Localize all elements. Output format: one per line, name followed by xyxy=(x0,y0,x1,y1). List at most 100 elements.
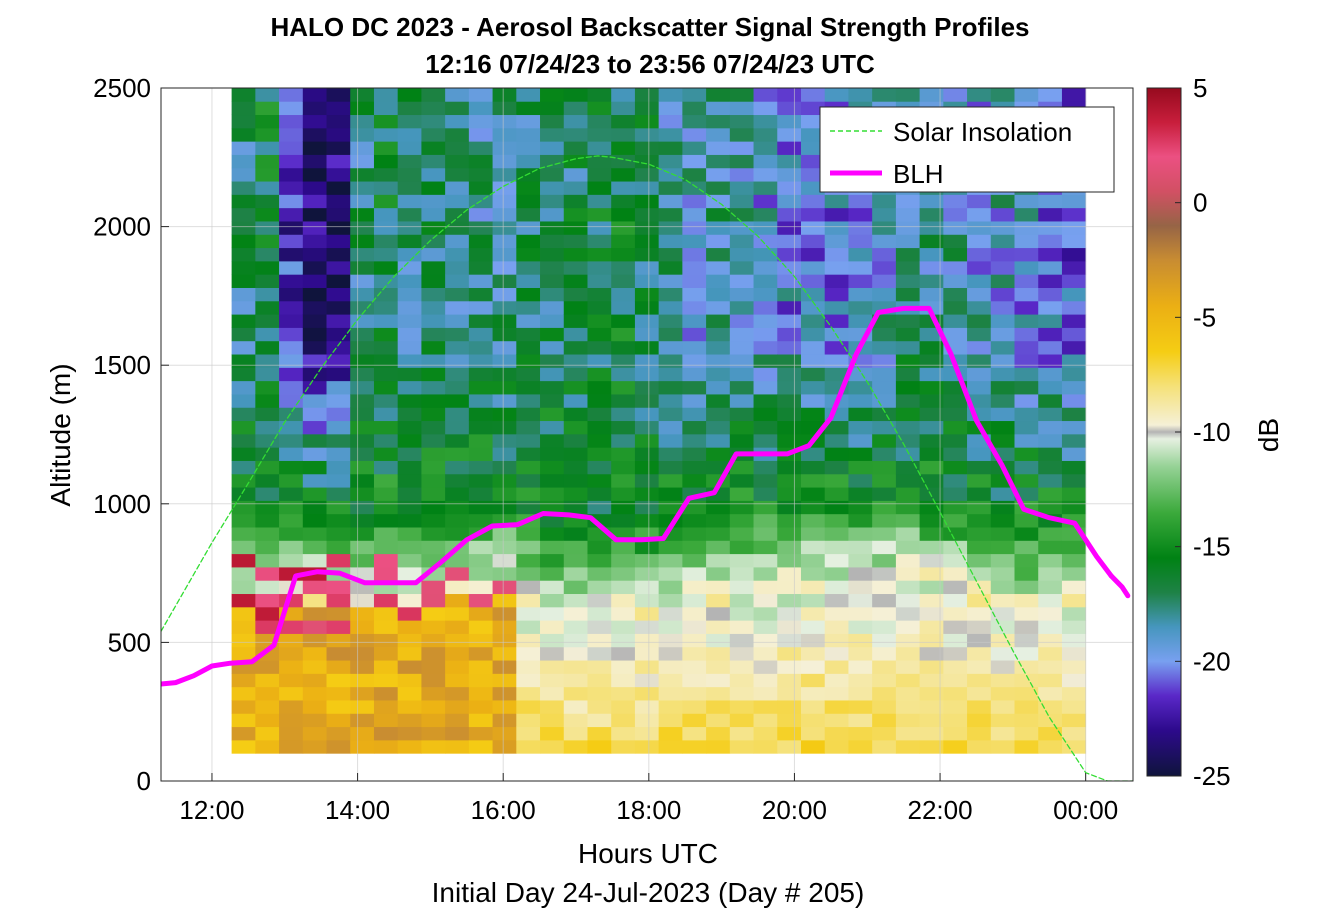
heatmap-cell xyxy=(587,646,612,661)
heatmap-cell xyxy=(753,700,778,714)
heatmap-cell xyxy=(800,673,826,688)
heatmap-cell xyxy=(302,646,327,661)
heatmap-cell xyxy=(587,540,612,555)
heatmap-cell xyxy=(326,433,351,448)
heatmap-cell xyxy=(658,274,683,288)
heatmap-cell xyxy=(468,394,493,408)
heatmap-cell xyxy=(824,234,849,249)
heatmap-cell xyxy=(848,221,873,235)
heatmap-cell xyxy=(516,700,541,714)
heatmap-cell xyxy=(919,367,944,382)
heatmap-cell xyxy=(919,260,944,275)
heatmap-cell xyxy=(373,314,399,328)
heatmap-cell xyxy=(1061,686,1087,701)
heatmap-cell xyxy=(350,207,375,222)
heatmap-cell xyxy=(373,633,399,648)
heatmap-cell xyxy=(777,527,802,541)
heatmap-cell xyxy=(279,327,304,342)
heatmap-cell xyxy=(326,394,351,408)
heatmap-cell xyxy=(967,340,992,355)
heatmap-cell xyxy=(397,606,422,621)
heatmap-cell xyxy=(1014,194,1039,209)
heatmap-cell xyxy=(326,101,351,116)
heatmap-cell xyxy=(611,739,636,754)
heatmap-cell xyxy=(231,633,256,648)
heatmap-cell xyxy=(397,167,422,182)
heatmap-cell xyxy=(587,274,612,288)
heatmap-cell xyxy=(919,234,944,249)
heatmap-cell xyxy=(255,407,280,422)
heatmap-cell xyxy=(753,527,778,541)
heatmap-cell xyxy=(326,726,351,741)
heatmap-cell xyxy=(990,646,1015,661)
heatmap-cell xyxy=(824,686,849,701)
y-tick-label: 1500 xyxy=(93,350,151,380)
heatmap-cell xyxy=(445,553,470,568)
heatmap-cell xyxy=(729,114,754,129)
heatmap-cell xyxy=(492,527,517,541)
heatmap-cell xyxy=(967,207,992,222)
heatmap-cell xyxy=(587,606,612,621)
heatmap-cell xyxy=(1061,673,1087,688)
heatmap-cell xyxy=(611,221,636,235)
heatmap-cell xyxy=(397,620,422,634)
heatmap-cell xyxy=(587,713,612,728)
heatmap-cell xyxy=(753,713,778,728)
heatmap-cell xyxy=(1014,686,1039,701)
heatmap-cell xyxy=(1061,447,1087,461)
heatmap-cell xyxy=(326,260,351,275)
heatmap-cell xyxy=(468,686,493,701)
heatmap-cell xyxy=(943,394,968,408)
heatmap-cell xyxy=(373,167,399,182)
heatmap-cell xyxy=(943,88,968,102)
heatmap-cell xyxy=(255,127,280,142)
heatmap-cell xyxy=(753,127,778,142)
plot-frame xyxy=(160,87,1134,782)
heatmap-cell xyxy=(231,234,256,249)
heatmap-cell xyxy=(967,739,992,754)
heatmap-cell xyxy=(990,660,1015,674)
heatmap-cell xyxy=(326,380,351,395)
heatmap-cell xyxy=(729,88,754,102)
heatmap-cell xyxy=(373,686,399,701)
heatmap-cell xyxy=(516,527,541,541)
heatmap-cell xyxy=(350,646,375,661)
heatmap-cell xyxy=(516,593,541,608)
heatmap-cell xyxy=(231,593,256,608)
heatmap-cell xyxy=(753,620,778,634)
heatmap-cell xyxy=(682,460,707,475)
heatmap-cell xyxy=(872,473,897,488)
heatmap-cell xyxy=(777,407,802,422)
heatmap-cell xyxy=(658,300,683,315)
heatmap-cell xyxy=(231,380,256,395)
heatmap-cell xyxy=(563,633,588,648)
heatmap-cell xyxy=(990,247,1015,262)
heatmap-cell xyxy=(350,447,375,461)
heatmap-cell xyxy=(350,88,375,102)
heatmap-cell xyxy=(824,513,849,528)
heatmap-cell xyxy=(231,394,256,408)
heatmap-cell xyxy=(350,327,375,342)
heatmap-cell xyxy=(1014,513,1039,528)
heatmap-cell xyxy=(706,726,731,741)
y-tick-label: 500 xyxy=(108,627,151,657)
heatmap-cell xyxy=(587,101,612,116)
heatmap-cell xyxy=(848,606,873,621)
heatmap-cell xyxy=(397,433,422,448)
heatmap-cell xyxy=(302,354,327,368)
heatmap-cell xyxy=(895,513,921,528)
heatmap-cell xyxy=(706,327,731,342)
heatmap-cell xyxy=(967,633,992,648)
heatmap-cell xyxy=(350,247,375,262)
heatmap-cell xyxy=(658,260,683,275)
heatmap-cell xyxy=(943,194,968,209)
heatmap-cell xyxy=(1038,633,1063,648)
heatmap-cell xyxy=(967,194,992,209)
heatmap-cell xyxy=(492,141,517,155)
heatmap-cell xyxy=(302,194,327,209)
heatmap-cell xyxy=(990,673,1015,688)
heatmap-cell xyxy=(753,394,778,408)
heatmap-cell xyxy=(634,606,660,621)
heatmap-cell xyxy=(563,380,588,395)
heatmap-cell xyxy=(919,606,944,621)
